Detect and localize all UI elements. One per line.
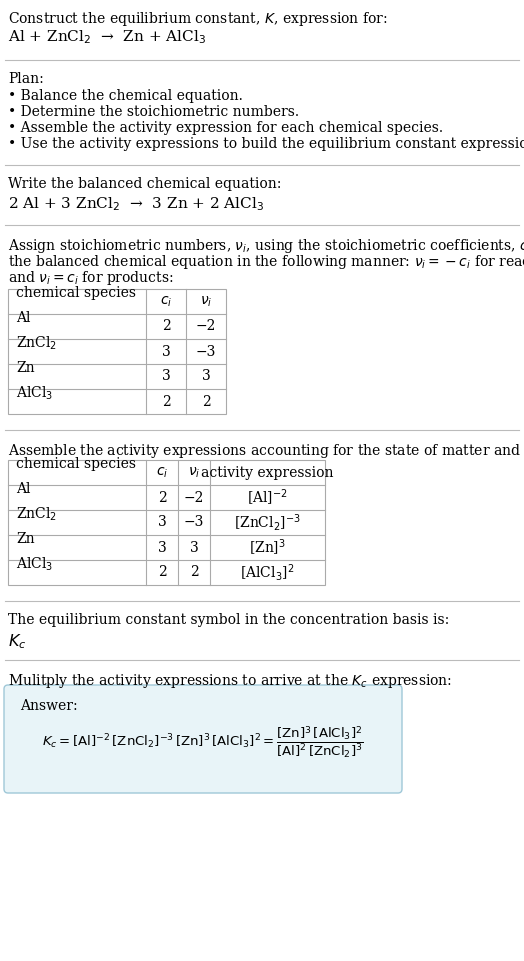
Text: and $\nu_i = c_i$ for products:: and $\nu_i = c_i$ for products: — [8, 269, 173, 287]
Text: Zn: Zn — [16, 532, 35, 546]
Text: −2: −2 — [184, 490, 204, 505]
Text: Plan:: Plan: — [8, 72, 43, 86]
Text: Answer:: Answer: — [20, 699, 78, 713]
Text: $\nu_i$: $\nu_i$ — [188, 465, 200, 480]
Text: $\nu_i$: $\nu_i$ — [200, 294, 212, 308]
Text: Al: Al — [16, 482, 30, 496]
Text: Assemble the activity expressions accounting for the state of matter and $\nu_i$: Assemble the activity expressions accoun… — [8, 442, 524, 460]
Text: AlCl$_3$: AlCl$_3$ — [16, 384, 53, 402]
Text: [Al]$^{-2}$: [Al]$^{-2}$ — [247, 487, 288, 507]
Text: activity expression: activity expression — [201, 465, 334, 480]
Text: chemical species: chemical species — [16, 286, 136, 300]
Text: 3: 3 — [190, 540, 199, 554]
Text: −3: −3 — [196, 344, 216, 358]
Text: 2: 2 — [161, 319, 170, 333]
Text: $c_i$: $c_i$ — [160, 294, 172, 308]
Text: AlCl$_3$: AlCl$_3$ — [16, 555, 53, 573]
Text: 3: 3 — [202, 369, 210, 383]
Text: 2: 2 — [158, 490, 167, 505]
Text: ZnCl$_2$: ZnCl$_2$ — [16, 334, 57, 352]
FancyBboxPatch shape — [4, 685, 402, 793]
Text: • Use the activity expressions to build the equilibrium constant expression.: • Use the activity expressions to build … — [8, 137, 524, 151]
Text: −2: −2 — [196, 319, 216, 333]
Text: [ZnCl$_2$]$^{-3}$: [ZnCl$_2$]$^{-3}$ — [234, 512, 301, 533]
Text: 3: 3 — [161, 344, 170, 358]
Text: [Zn]$^3$: [Zn]$^3$ — [249, 537, 286, 557]
Text: $K_c$: $K_c$ — [8, 632, 26, 651]
Text: • Balance the chemical equation.: • Balance the chemical equation. — [8, 89, 243, 103]
Text: [AlCl$_3$]$^2$: [AlCl$_3$]$^2$ — [241, 562, 294, 583]
Text: The equilibrium constant symbol in the concentration basis is:: The equilibrium constant symbol in the c… — [8, 613, 449, 627]
Text: 3: 3 — [161, 369, 170, 383]
Text: chemical species: chemical species — [16, 457, 136, 471]
Bar — [8, 460, 325, 585]
Text: the balanced chemical equation in the following manner: $\nu_i = -c_i$ for react: the balanced chemical equation in the fo… — [8, 253, 524, 271]
Text: • Assemble the activity expression for each chemical species.: • Assemble the activity expression for e… — [8, 121, 443, 135]
Text: Zn: Zn — [16, 361, 35, 375]
Text: 3: 3 — [158, 540, 167, 554]
Text: $K_c = [\mathrm{Al}]^{-2}\,[\mathrm{ZnCl_2}]^{-3}\,[\mathrm{Zn}]^3\,[\mathrm{AlC: $K_c = [\mathrm{Al}]^{-2}\,[\mathrm{ZnCl… — [42, 725, 364, 761]
Text: 2: 2 — [190, 565, 199, 579]
Text: Construct the equilibrium constant, $K$, expression for:: Construct the equilibrium constant, $K$,… — [8, 10, 388, 28]
Bar — [8, 289, 226, 414]
Text: Write the balanced chemical equation:: Write the balanced chemical equation: — [8, 177, 281, 191]
Text: 2: 2 — [161, 395, 170, 408]
Text: Assign stoichiometric numbers, $\nu_i$, using the stoichiometric coefficients, $: Assign stoichiometric numbers, $\nu_i$, … — [8, 237, 524, 255]
Text: $c_i$: $c_i$ — [156, 465, 168, 480]
Text: 2 Al + 3 ZnCl$_2$  →  3 Zn + 2 AlCl$_3$: 2 Al + 3 ZnCl$_2$ → 3 Zn + 2 AlCl$_3$ — [8, 195, 265, 212]
Text: 3: 3 — [158, 515, 167, 530]
Text: 2: 2 — [202, 395, 210, 408]
Text: ZnCl$_2$: ZnCl$_2$ — [16, 505, 57, 523]
Text: −3: −3 — [184, 515, 204, 530]
Text: Al + ZnCl$_2$  →  Zn + AlCl$_3$: Al + ZnCl$_2$ → Zn + AlCl$_3$ — [8, 28, 206, 46]
Text: • Determine the stoichiometric numbers.: • Determine the stoichiometric numbers. — [8, 105, 299, 119]
Text: 2: 2 — [158, 565, 167, 579]
Text: Mulitply the activity expressions to arrive at the $K_c$ expression:: Mulitply the activity expressions to arr… — [8, 672, 452, 690]
Text: Al: Al — [16, 311, 30, 325]
